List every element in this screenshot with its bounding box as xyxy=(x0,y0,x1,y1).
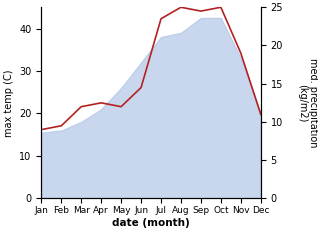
Y-axis label: med. precipitation
(kg/m2): med. precipitation (kg/m2) xyxy=(297,58,318,148)
Y-axis label: max temp (C): max temp (C) xyxy=(4,69,14,136)
X-axis label: date (month): date (month) xyxy=(112,218,190,228)
